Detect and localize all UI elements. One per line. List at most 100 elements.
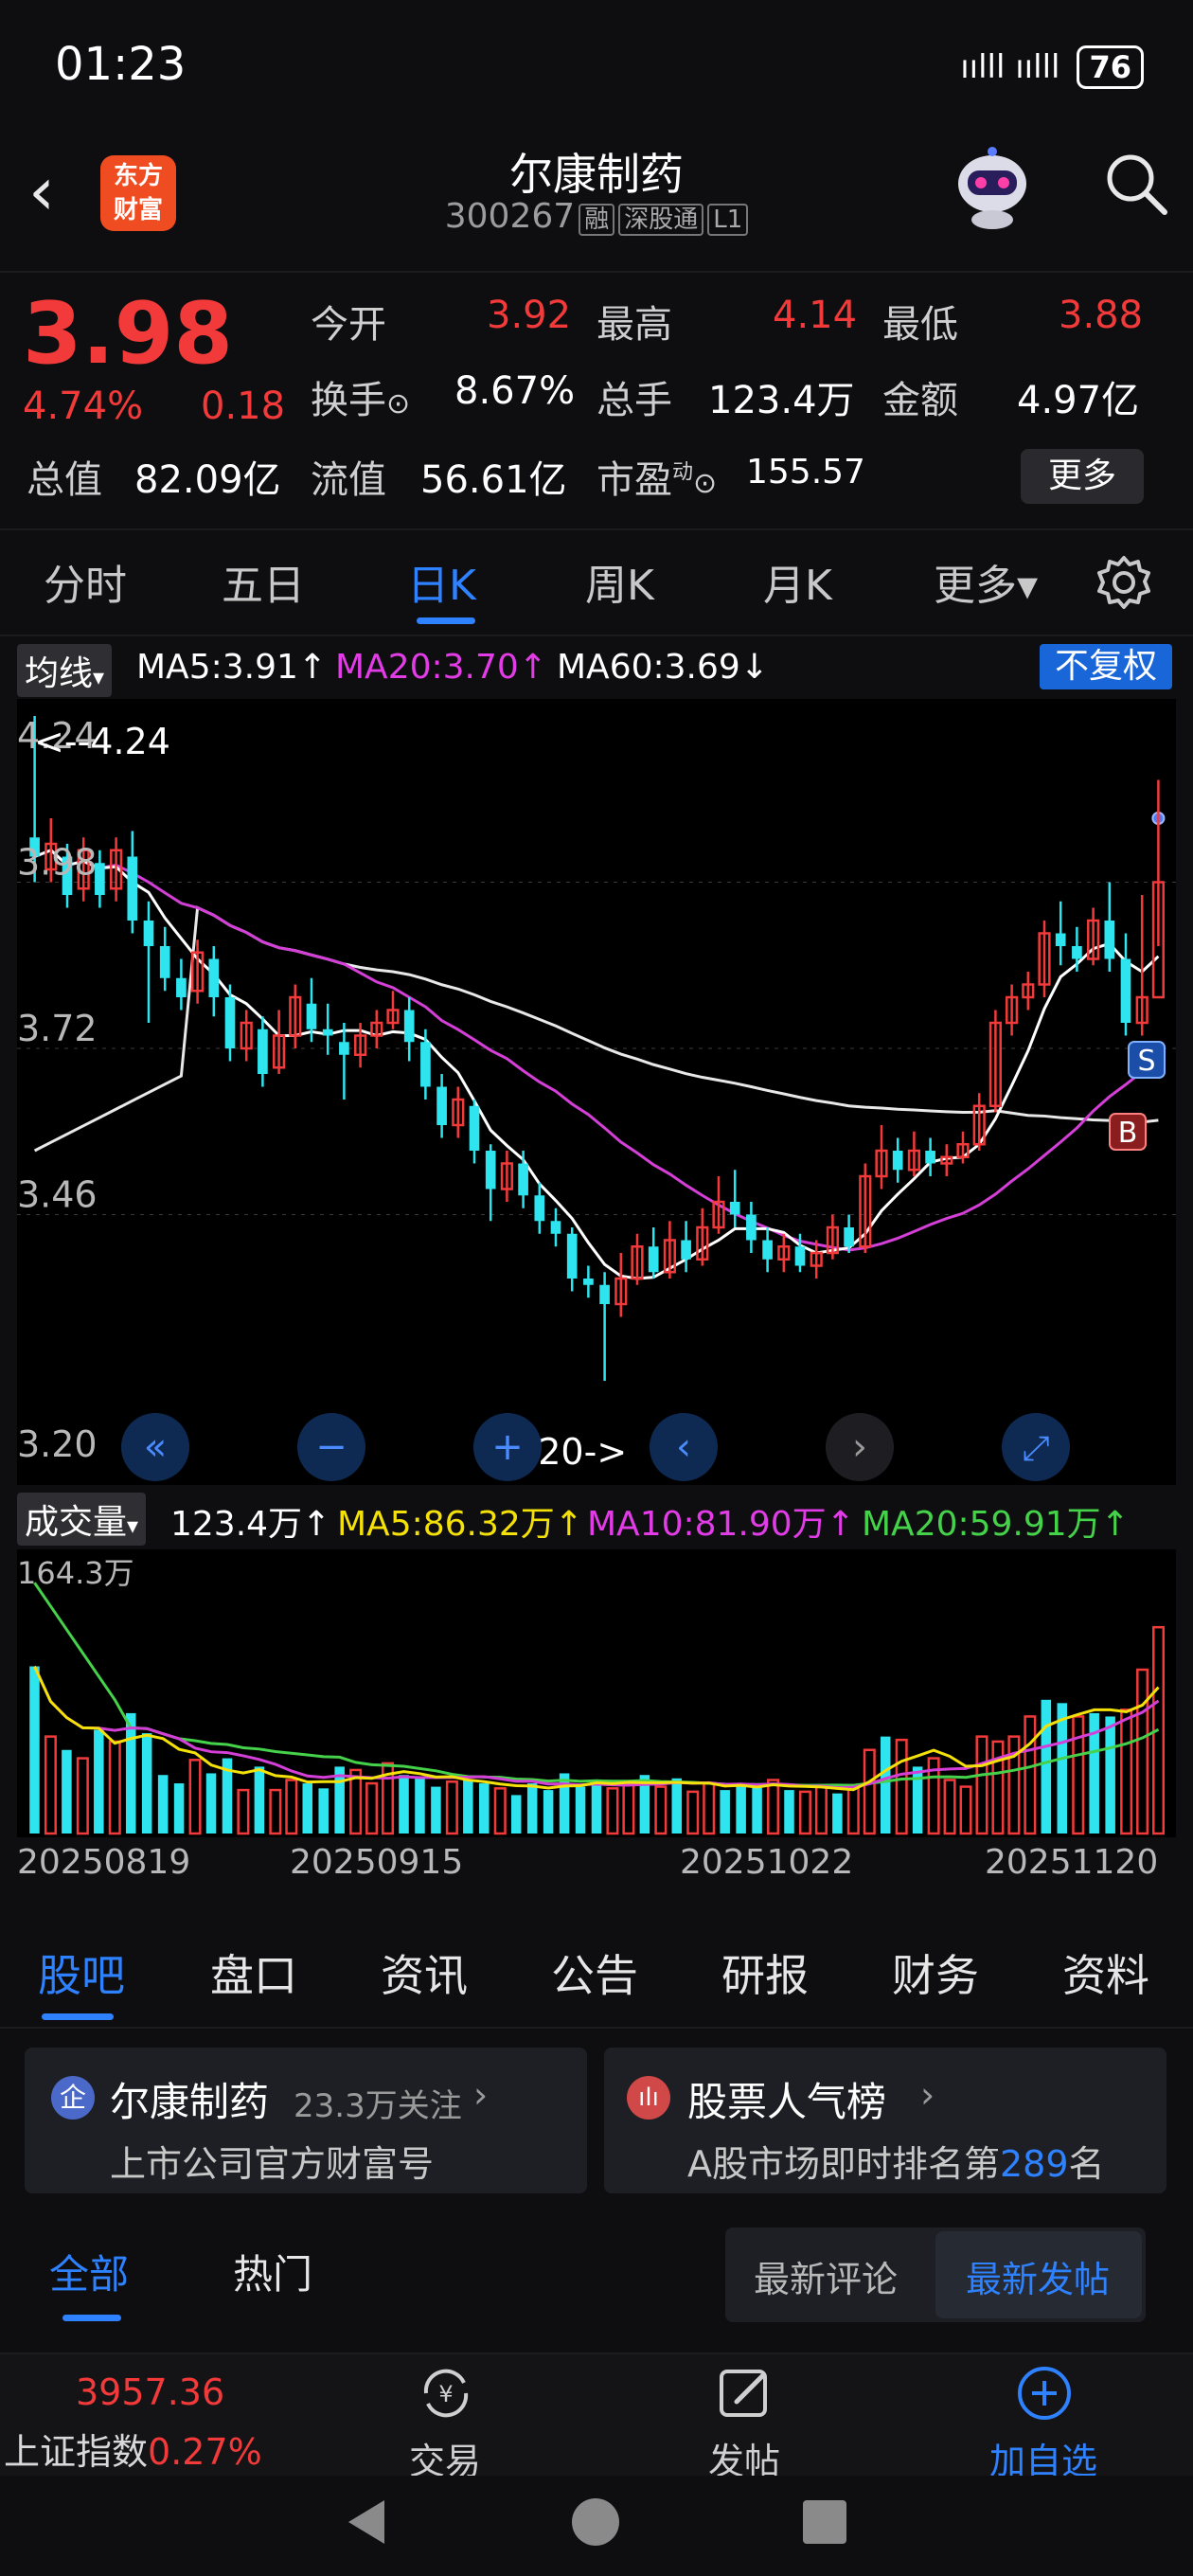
tab-more[interactable]: 更多▾ bbox=[934, 562, 1039, 610]
tab-orderbook[interactable]: 盘口 bbox=[210, 1950, 297, 2001]
volume-legend: 成交量▾ 123.4万↑ MA5:86.32万↑ MA10:81.90万↑ MA… bbox=[0, 1487, 1193, 1547]
svg-text:B: B bbox=[1118, 1117, 1138, 1150]
volume-bar bbox=[269, 1788, 282, 1835]
volume-bar bbox=[254, 1766, 265, 1834]
system-navigation bbox=[0, 2476, 1193, 2576]
tab-forum[interactable]: 股吧 bbox=[38, 1950, 125, 2001]
nav-back-icon[interactable] bbox=[343, 2496, 388, 2548]
candle bbox=[988, 1021, 1002, 1107]
trade-button[interactable]: ¥ 交易 bbox=[369, 2364, 521, 2482]
active-filter-indicator bbox=[62, 2315, 121, 2321]
popularity-card[interactable]: ılı 股票人气榜 › A股市场即时排名第289名 bbox=[604, 2048, 1166, 2193]
candle bbox=[696, 1225, 709, 1261]
add-watchlist-button[interactable]: 加自选 bbox=[968, 2364, 1119, 2482]
trade-icon: ¥ bbox=[423, 2369, 469, 2418]
svg-text:+: + bbox=[491, 1425, 524, 1469]
popularity-card-subtitle: A股市场即时排名第289名 bbox=[687, 2143, 1105, 2185]
volume-bar bbox=[639, 1775, 650, 1834]
index-name: 上证指数 bbox=[4, 2431, 149, 2473]
chart-background bbox=[17, 699, 1176, 1485]
volume-bar bbox=[173, 1783, 185, 1834]
candle bbox=[1087, 919, 1100, 960]
fullscreen-button[interactable]: ⤢ bbox=[1002, 1413, 1070, 1481]
label-pe[interactable]: 市盈动⊙ bbox=[596, 458, 718, 502]
volume-bar bbox=[493, 1787, 507, 1835]
sell-signal[interactable]: S bbox=[1128, 1041, 1166, 1079]
index-ticker[interactable]: 3957.36 上证指数0.27% bbox=[0, 2354, 294, 2478]
buy-signal[interactable]: B bbox=[1109, 1113, 1147, 1151]
label-open: 今开 bbox=[311, 303, 386, 347]
volume-bar bbox=[543, 1790, 554, 1834]
sort-latest-comment[interactable]: 最新评论 bbox=[754, 2259, 899, 2300]
value-turnover: 8.67% bbox=[454, 369, 576, 413]
ma5-line bbox=[34, 849, 1160, 1280]
stock-header: ‹ 东方 财富 尔康制药 300267 融深股通 L1 bbox=[0, 133, 1193, 273]
company-account-card[interactable]: 企 尔康制药 23.3万关注 › 上市公司官方财富号 bbox=[25, 2048, 587, 2193]
post-button[interactable]: 发帖 bbox=[668, 2364, 820, 2482]
volume-bar bbox=[285, 1779, 298, 1835]
gear-icon[interactable] bbox=[1095, 553, 1153, 612]
volume-bars bbox=[29, 1625, 1166, 1835]
ranking-icon: ılı bbox=[627, 2076, 670, 2120]
robot-assistant-icon[interactable] bbox=[947, 142, 1038, 233]
nav-home-icon[interactable] bbox=[570, 2496, 621, 2548]
tab-research[interactable]: 研报 bbox=[721, 1950, 809, 2001]
tag-connect: 深股通 bbox=[618, 204, 704, 236]
tab-monthly-k[interactable]: 月K bbox=[763, 562, 832, 610]
signal-icon: ıılll ıılll bbox=[960, 48, 1060, 86]
candlestick-chart[interactable]: 4.243.983.723.463.20 <--4.24 3.20-> S B … bbox=[17, 699, 1176, 1485]
volume-chart[interactable]: 164.3万 bbox=[17, 1549, 1176, 1837]
index-value: 3957.36 bbox=[76, 2371, 225, 2413]
nav-recents-icon[interactable] bbox=[801, 2498, 848, 2546]
volume-bar bbox=[222, 1758, 233, 1834]
ma-selector[interactable]: 均线▾ bbox=[17, 644, 113, 697]
candle bbox=[485, 1151, 496, 1190]
candle bbox=[518, 1163, 528, 1196]
tab-weekly-k[interactable]: 周K bbox=[585, 562, 654, 610]
search-icon[interactable] bbox=[1098, 146, 1174, 222]
tab-announcements[interactable]: 公告 bbox=[551, 1950, 638, 2001]
volume-bar bbox=[1024, 1715, 1037, 1835]
next-button[interactable]: › bbox=[826, 1413, 894, 1481]
tab-financials[interactable]: 财务 bbox=[892, 1950, 979, 2001]
volume-bar bbox=[832, 1793, 843, 1834]
candle bbox=[583, 1279, 594, 1285]
bottom-toolbar: 3957.36 上证指数0.27% ¥ 交易 发帖 加自选 bbox=[0, 2352, 1193, 2482]
more-quote-button[interactable]: 更多 bbox=[1021, 449, 1144, 504]
candle bbox=[777, 1245, 791, 1261]
candle bbox=[746, 1214, 757, 1241]
tab-intraday[interactable]: 分时 bbox=[44, 562, 127, 610]
candle bbox=[452, 1098, 465, 1127]
candle bbox=[844, 1227, 854, 1247]
change-percent: 4.74% bbox=[23, 385, 144, 428]
filter-hot[interactable]: 热门 bbox=[233, 2251, 313, 2298]
back-button[interactable]: ‹ bbox=[28, 152, 55, 230]
candle bbox=[45, 842, 58, 871]
zoom-in-button[interactable]: + bbox=[473, 1413, 542, 1481]
volume-bar bbox=[975, 1735, 988, 1835]
volume-bar bbox=[188, 1759, 202, 1835]
volume-bar bbox=[767, 1779, 780, 1835]
adjust-button[interactable]: 不复权 bbox=[1040, 644, 1172, 689]
volume-ma-lines bbox=[33, 1582, 1160, 1792]
prev-button[interactable]: ‹ bbox=[650, 1413, 718, 1481]
zoom-out-button[interactable]: − bbox=[297, 1413, 365, 1481]
tab-news[interactable]: 资讯 bbox=[381, 1950, 468, 2001]
tab-five-day[interactable]: 五日 bbox=[222, 562, 305, 610]
tab-profile[interactable]: 资料 bbox=[1062, 1950, 1149, 2001]
ma-legend: 均线▾ MA5:3.91↑ MA20:3.70↑ MA60:3.69↓ 不复权 bbox=[0, 638, 1193, 699]
filter-all[interactable]: 全部 bbox=[49, 2251, 130, 2298]
scroll-left-button[interactable]: « bbox=[121, 1413, 189, 1481]
volume-selector[interactable]: 成交量▾ bbox=[17, 1493, 147, 1546]
y-tick-label: 3.46 bbox=[17, 1174, 98, 1216]
volume-bar bbox=[1120, 1708, 1133, 1835]
volume-bar bbox=[798, 1790, 811, 1835]
volume-bar bbox=[318, 1788, 329, 1834]
volume-bar bbox=[671, 1778, 683, 1834]
candle bbox=[1006, 995, 1019, 1025]
app-logo: 东方 财富 bbox=[100, 155, 176, 231]
tab-daily-k[interactable]: 日K bbox=[407, 562, 476, 610]
label-turnover[interactable]: 换手⊙ bbox=[311, 379, 411, 422]
sort-latest-post[interactable]: 最新发帖 bbox=[966, 2259, 1111, 2300]
volume-bar bbox=[1007, 1735, 1021, 1835]
